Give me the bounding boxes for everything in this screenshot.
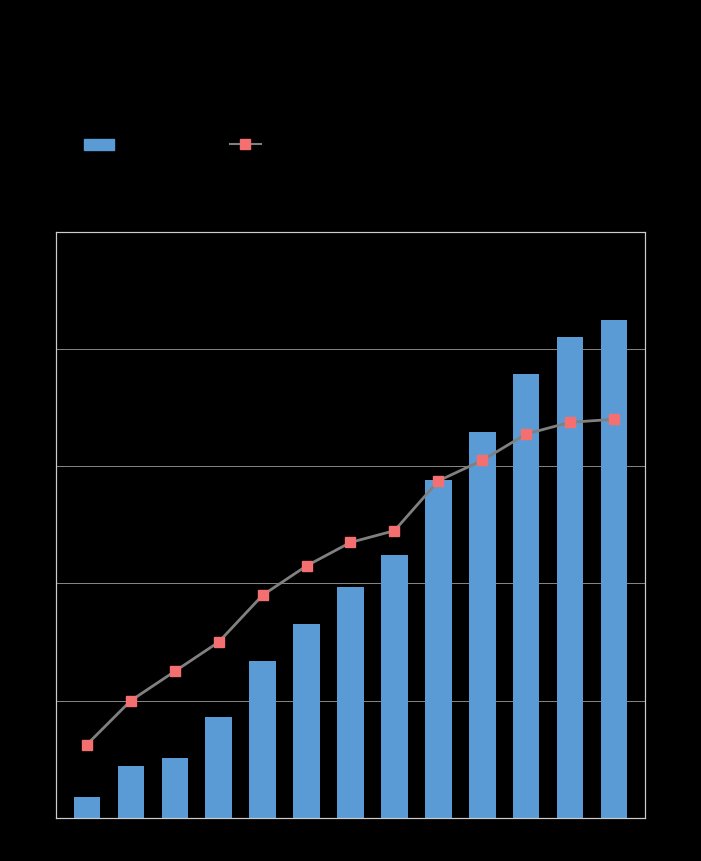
Bar [557,338,583,818]
Bar [250,661,275,818]
Bar [426,480,451,818]
Bar [381,555,407,818]
Bar [601,321,627,818]
Bar [74,797,100,818]
Bar [205,717,232,818]
Legend: 空き家数（万戸）, 空き家率（％）: 空き家数（万戸）, 空き家率（％） [78,133,343,159]
Bar [294,625,320,818]
Bar [161,758,188,818]
Bar [118,765,144,818]
Bar [513,375,540,818]
Bar [337,587,364,818]
Bar [469,432,496,818]
